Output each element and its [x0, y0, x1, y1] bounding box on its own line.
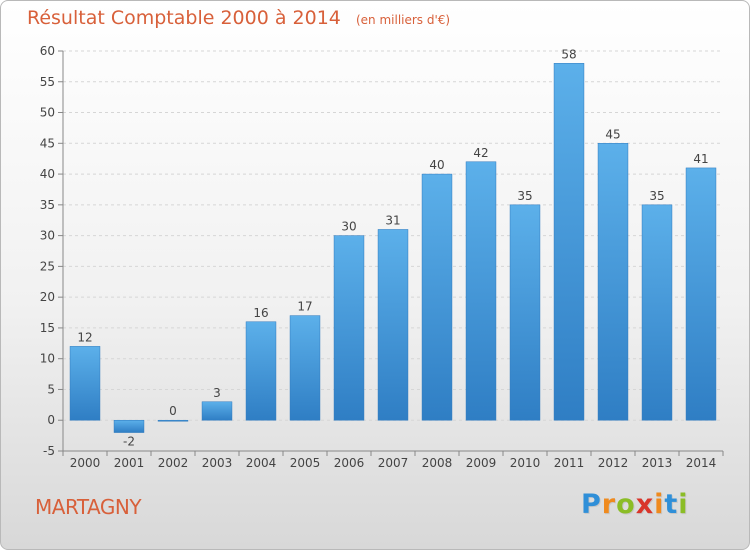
- data-label-2012: 45: [605, 127, 620, 141]
- axes: [58, 50, 724, 456]
- data-label-2014: 41: [693, 152, 708, 166]
- x-tick-label-2010: 2010: [510, 456, 541, 470]
- bar-2000: [69, 346, 101, 421]
- brand-letter: o: [616, 489, 636, 520]
- y-tick-label: 25: [40, 259, 55, 273]
- data-label-2001: -2: [123, 435, 135, 449]
- brand-letter: P: [581, 489, 602, 520]
- bar-2012: [597, 143, 629, 421]
- chart-subtitle: (en milliers d'€): [355, 13, 451, 27]
- bar-2005: [289, 315, 321, 421]
- x-tick-label-2004: 2004: [246, 456, 277, 470]
- title-row: Résultat Comptable 2000 à 2014 (en milli…: [27, 7, 450, 29]
- bar-2003: [201, 401, 233, 421]
- y-tick-label: -5: [43, 444, 55, 458]
- labels: -5 0 5 10 15 20 25 30 35 40 45 50 55 60 12 2000 -2 2001 0 2…: [40, 44, 717, 470]
- data-label-2011: 58: [561, 47, 576, 61]
- data-label-2006: 30: [341, 220, 356, 234]
- brand-letter: r: [601, 489, 617, 520]
- y-tick-label: 35: [40, 198, 55, 212]
- y-tick-label: 55: [40, 75, 55, 89]
- brand-letter: i: [678, 489, 689, 520]
- data-label-2000: 12: [77, 330, 92, 344]
- bar-2007: [377, 229, 409, 421]
- x-tick-label-2007: 2007: [378, 456, 409, 470]
- y-tick-label: 10: [40, 352, 55, 366]
- bar-2009: [465, 161, 497, 421]
- data-label-2010: 35: [517, 189, 532, 203]
- data-label-2005: 17: [297, 300, 312, 314]
- x-tick-label-2001: 2001: [114, 456, 145, 470]
- y-tick-label: 15: [40, 321, 55, 335]
- x-tick-label-2008: 2008: [422, 456, 453, 470]
- bar-2014: [685, 167, 717, 421]
- bars: [69, 63, 717, 433]
- x-tick-label-2013: 2013: [642, 456, 673, 470]
- data-label-2003: 3: [213, 386, 221, 400]
- data-label-2013: 35: [649, 189, 664, 203]
- data-label-2002: 0: [169, 404, 177, 418]
- chart-title: Résultat Comptable 2000 à 2014: [27, 7, 341, 29]
- y-tick-label: 5: [47, 382, 55, 396]
- bar-2006: [333, 235, 365, 421]
- bar-2010: [509, 204, 541, 421]
- brand-letter: x: [635, 489, 655, 520]
- bar-2008: [421, 173, 453, 421]
- x-tick-label-2014: 2014: [686, 456, 717, 470]
- x-tick-label-2009: 2009: [466, 456, 497, 470]
- x-tick-label-2006: 2006: [334, 456, 365, 470]
- commune-name: MARTAGNY: [35, 495, 142, 519]
- bar-2011: [553, 63, 585, 421]
- data-label-2007: 31: [385, 213, 400, 227]
- data-label-2004: 16: [253, 306, 268, 320]
- y-tick-label: 0: [47, 413, 55, 427]
- brand-letter: i: [654, 489, 665, 520]
- y-tick-label: 40: [40, 167, 55, 181]
- y-tick-label: 30: [40, 229, 55, 243]
- x-tick-label-2003: 2003: [202, 456, 233, 470]
- bar-2004: [245, 321, 277, 421]
- y-tick-label: 45: [40, 136, 55, 150]
- x-tick-label-2012: 2012: [598, 456, 629, 470]
- x-tick-label-2005: 2005: [290, 456, 321, 470]
- data-label-2008: 40: [429, 158, 444, 172]
- y-tick-label: 50: [40, 106, 55, 120]
- y-tick-label: 20: [40, 290, 55, 304]
- brand-logo[interactable]: Proxiti: [581, 489, 689, 520]
- bar-2002: [157, 419, 189, 422]
- x-tick-label-2000: 2000: [70, 456, 101, 470]
- bar-2013: [641, 204, 673, 421]
- y-tick-label: 60: [40, 44, 55, 58]
- data-label-2009: 42: [473, 146, 488, 160]
- x-tick-label-2011: 2011: [554, 456, 585, 470]
- x-tick-label-2002: 2002: [158, 456, 189, 470]
- bar-2001: [113, 419, 145, 433]
- brand-letter: t: [664, 489, 679, 520]
